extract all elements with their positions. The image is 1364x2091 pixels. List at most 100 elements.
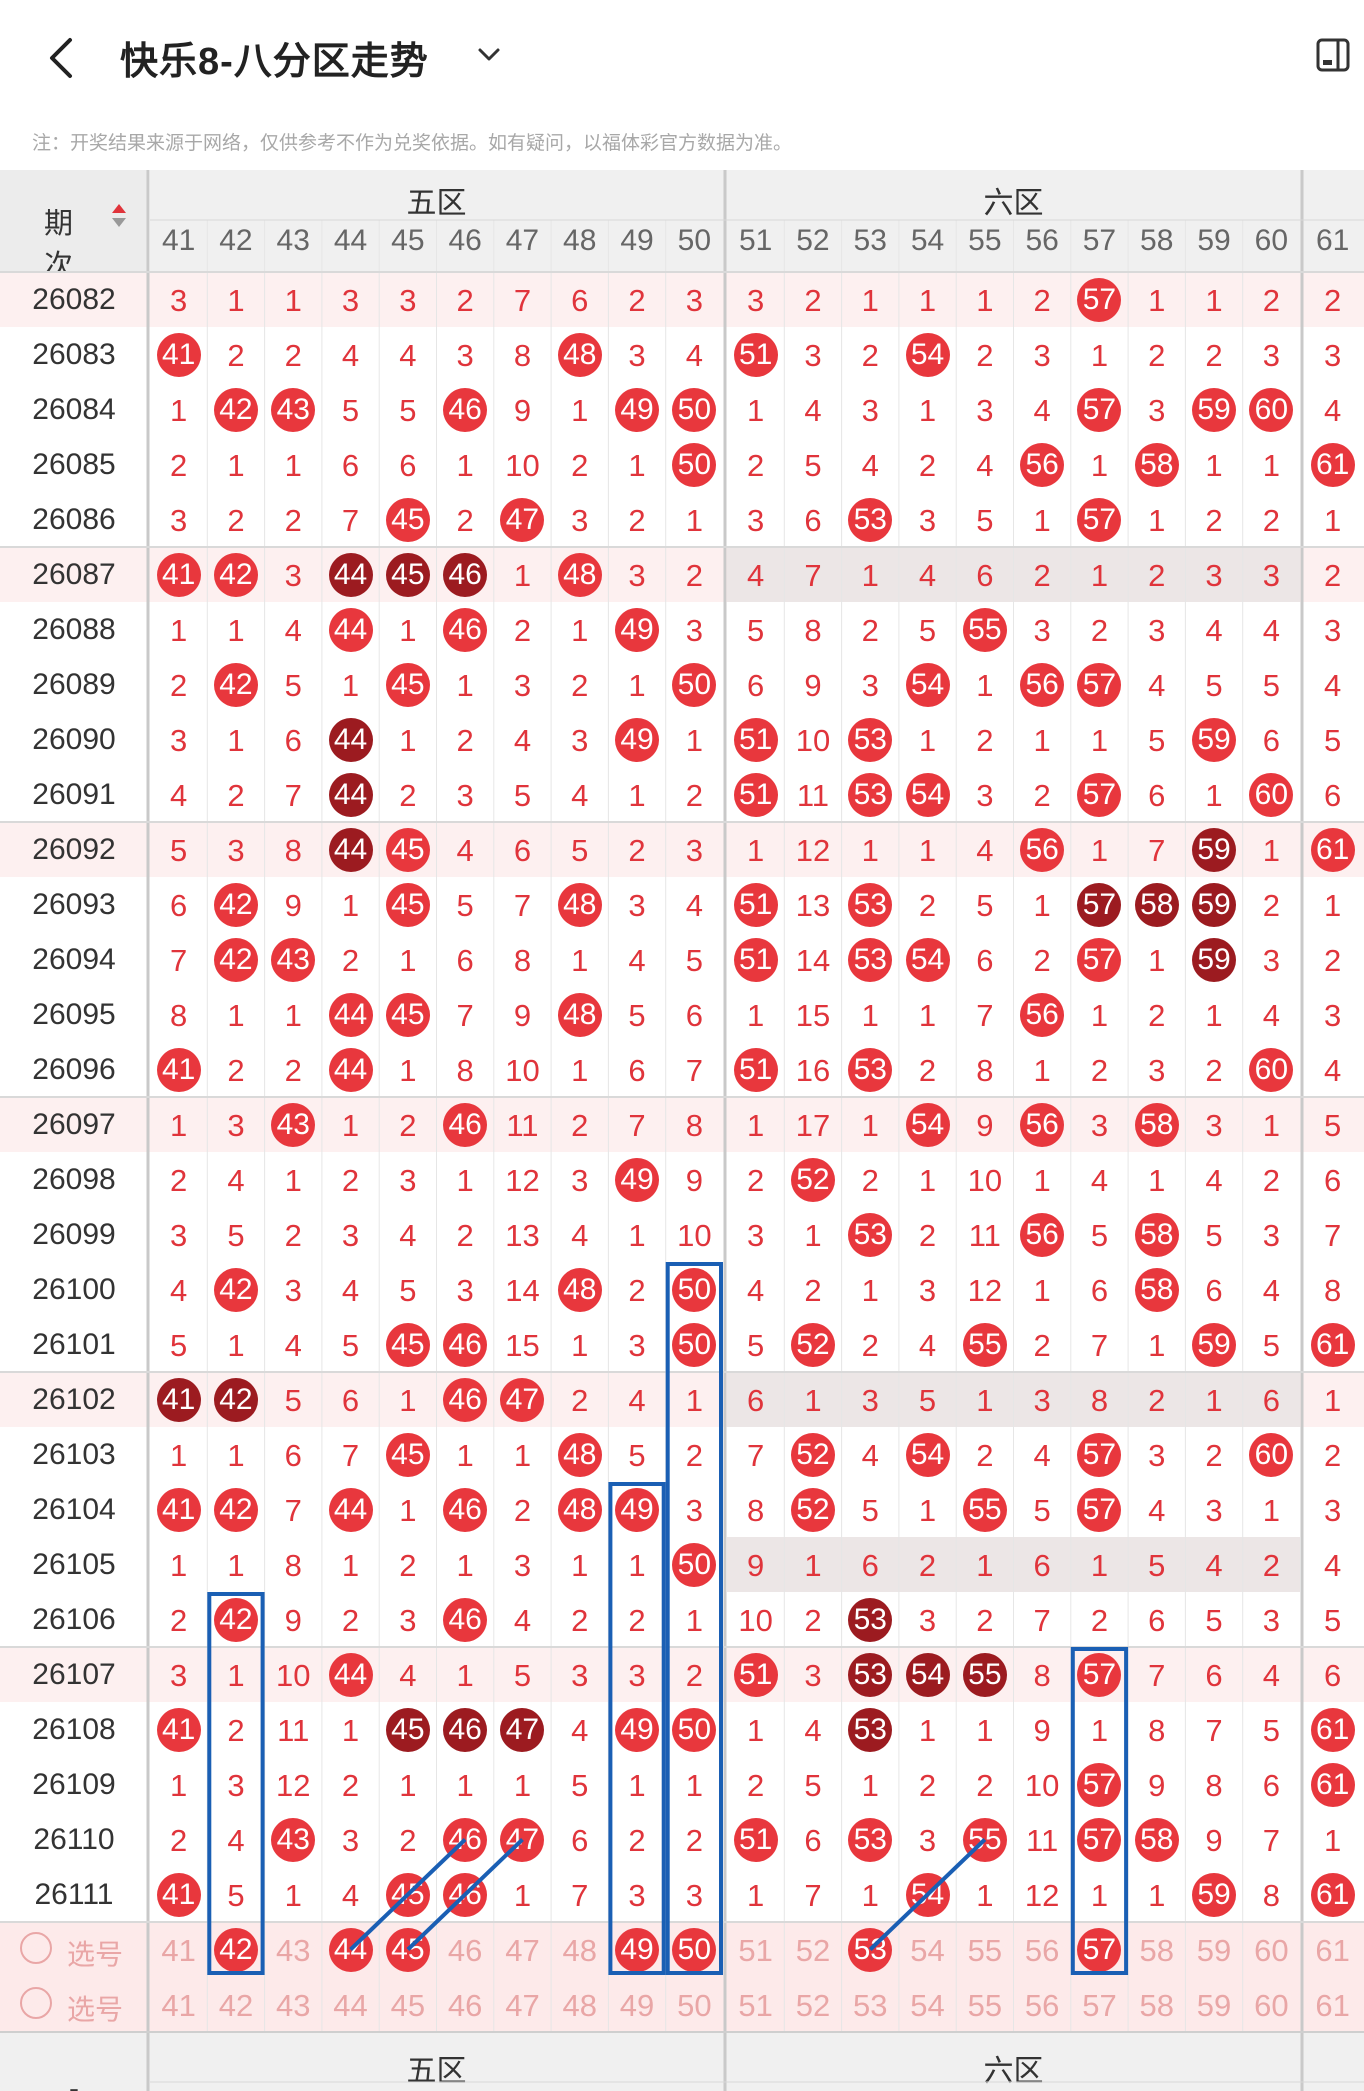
period-cell: 26097 — [32, 1108, 116, 1141]
selected-number-ball[interactable]: 53 — [848, 1927, 893, 1972]
omission-count: 2 — [628, 1823, 646, 1858]
selector-number[interactable]: 60 — [1254, 1933, 1289, 1968]
selector-number[interactable]: 43 — [276, 1933, 311, 1968]
drawn-number-ball: 53 — [848, 1047, 893, 1092]
selector-number[interactable]: 61 — [1315, 1988, 1350, 2023]
omission-count: 1 — [341, 1108, 360, 1143]
omission-count: 7 — [1262, 1823, 1280, 1858]
radio-circle-icon[interactable] — [20, 1987, 52, 2019]
selector-label[interactable]: 选号 — [66, 1939, 123, 1970]
period-cell: 26082 — [32, 283, 116, 316]
table-row — [0, 1042, 1364, 1098]
omission-count: 1 — [227, 1328, 245, 1363]
back-button[interactable] — [40, 28, 84, 88]
omission-count: 1 — [861, 558, 879, 593]
omission-count: 15 — [505, 1328, 540, 1363]
selector-label[interactable]: 选号 — [66, 1994, 123, 2025]
period-cell: 26092 — [32, 833, 116, 866]
selector-number[interactable]: 50 — [677, 1988, 712, 2023]
selector-number[interactable]: 55 — [967, 1988, 1003, 2023]
omission-count: 2 — [170, 1603, 188, 1638]
selector-number[interactable]: 61 — [1315, 1933, 1350, 1968]
selector-number[interactable]: 59 — [1196, 1933, 1232, 1968]
trend-table[interactable]: 期次 五区 六区 41 42 43 44 45 46 47 48 49 50 51 52 53 54 55 56 57… — [0, 170, 1364, 2091]
omission-count: 9 — [1033, 1713, 1051, 1748]
selector-number[interactable]: 47 — [505, 1933, 540, 1968]
drawn-number-ball: 57 — [1077, 1432, 1122, 1477]
layout-toggle-button[interactable] — [1314, 36, 1358, 76]
omission-count: 1 — [628, 1768, 646, 1803]
selector-number[interactable]: 60 — [1254, 1988, 1289, 2023]
selector-number[interactable]: 52 — [795, 1988, 831, 2023]
omission-count: 9 — [804, 668, 822, 703]
selector-number[interactable]: 45 — [390, 1988, 426, 2023]
omission-count: 4 — [1205, 1163, 1223, 1198]
selector-number[interactable]: 52 — [795, 1933, 831, 1968]
drawn-number-ball: 41 — [156, 1377, 201, 1422]
omission-count: 1 — [571, 1328, 589, 1363]
selector-number[interactable]: 42 — [218, 1988, 254, 2023]
selected-number-ball[interactable]: 50 — [672, 1927, 717, 1972]
selector-number[interactable]: 54 — [910, 1933, 945, 1968]
sort-icon[interactable] — [112, 204, 126, 213]
selector-number[interactable]: 48 — [562, 1988, 597, 2023]
omission-count: 1 — [1324, 888, 1342, 923]
selected-number-ball[interactable]: 49 — [615, 1927, 660, 1972]
period-cell: 26084 — [32, 393, 116, 426]
selected-number-ball[interactable]: 57 — [1077, 1927, 1122, 1972]
selector-number[interactable]: 44 — [333, 1988, 368, 2023]
selector-number[interactable]: 51 — [738, 1933, 773, 1968]
selector-number[interactable]: 49 — [619, 1988, 655, 2023]
omission-count: 14 — [505, 1273, 540, 1308]
selector-number[interactable]: 55 — [967, 1933, 1003, 1968]
omission-count: 9 — [1205, 1823, 1223, 1858]
omission-count: 2 — [918, 1548, 937, 1583]
drawn-number-ball: 56 — [1020, 662, 1065, 707]
omission-count: 4 — [1262, 1273, 1280, 1308]
omission-count: 1 — [456, 1548, 474, 1583]
omission-count: 2 — [1324, 558, 1342, 593]
selector-number[interactable]: 41 — [161, 1988, 196, 2023]
selector-number[interactable]: 56 — [1024, 1988, 1060, 2023]
selector-row[interactable] — [0, 1977, 1364, 2032]
selector-number[interactable]: 58 — [1139, 1988, 1174, 2023]
drawn-number-ball: 58 — [1134, 1212, 1179, 1257]
selector-number[interactable]: 54 — [910, 1988, 945, 2023]
omission-count: 1 — [1033, 503, 1051, 538]
selected-number-ball[interactable]: 45 — [385, 1927, 430, 1972]
selected-number-ball[interactable]: 44 — [328, 1927, 373, 1972]
page-title[interactable]: 快乐8-八分区走势 — [120, 41, 429, 83]
selector-number[interactable]: 48 — [562, 1933, 597, 1968]
selector-number[interactable]: 41 — [161, 1933, 196, 1968]
selector-number[interactable]: 58 — [1139, 1933, 1174, 1968]
period-cell: 26110 — [33, 1823, 115, 1856]
omission-count: 2 — [341, 1163, 360, 1198]
selector-number[interactable]: 46 — [447, 1988, 483, 2023]
omission-count: 8 — [747, 1493, 765, 1528]
omission-count: 8 — [685, 1108, 703, 1143]
omission-count: 9 — [513, 998, 532, 1033]
selector-number[interactable]: 53 — [853, 1988, 888, 2023]
column-header: 52 — [796, 224, 830, 257]
omission-count: 3 — [685, 833, 703, 868]
selector-number[interactable]: 43 — [276, 1988, 311, 2023]
column-header: 58 — [1140, 224, 1174, 257]
sort-icon-down[interactable] — [112, 218, 126, 227]
omission-count: 2 — [227, 503, 245, 538]
selector-number[interactable]: 56 — [1024, 1933, 1060, 1968]
omission-count: 9 — [976, 1108, 994, 1143]
omission-count: 2 — [456, 503, 474, 538]
omission-count: 4 — [571, 1713, 589, 1748]
omission-count: 3 — [918, 1823, 937, 1858]
selected-number-ball[interactable]: 42 — [213, 1927, 258, 1972]
radio-circle-icon[interactable] — [20, 1932, 52, 1964]
selector-number[interactable]: 51 — [738, 1988, 773, 2023]
omission-count: 1 — [918, 283, 937, 318]
selector-number[interactable]: 47 — [505, 1988, 540, 2023]
selector-number[interactable]: 46 — [447, 1933, 483, 1968]
title-dropdown-button[interactable] — [472, 38, 506, 72]
drawn-number-ball: 61 — [1310, 1872, 1355, 1917]
selector-number[interactable]: 59 — [1196, 1988, 1232, 2023]
selector-number[interactable]: 57 — [1082, 1988, 1117, 2023]
omission-count: 2 — [456, 283, 474, 318]
